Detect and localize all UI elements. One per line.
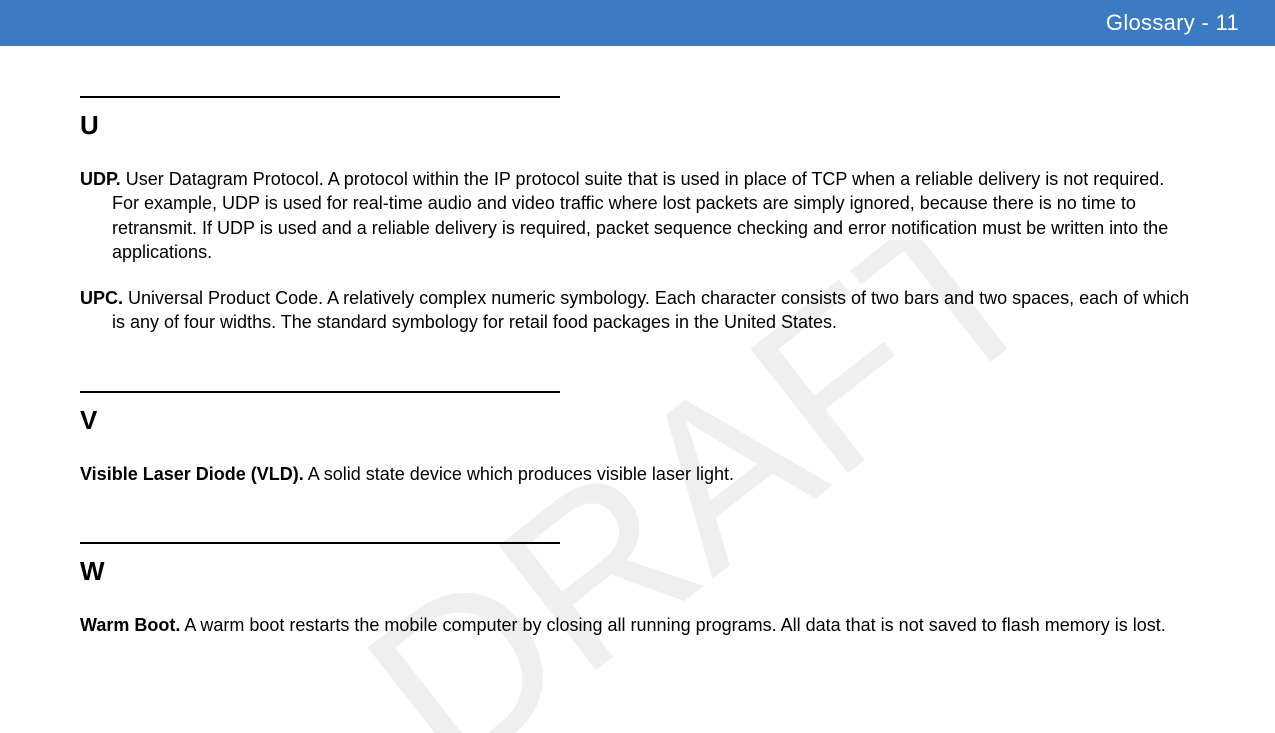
entry-definition: A solid state device which produces visi… xyxy=(308,464,734,484)
entry-term: Warm Boot. xyxy=(80,615,180,635)
section-letter: W xyxy=(80,556,1195,587)
entry-definition: Universal Product Code. A relatively com… xyxy=(112,288,1189,332)
glossary-content: U UDP. User Datagram Protocol. A protoco… xyxy=(0,46,1275,637)
glossary-entry: UDP. User Datagram Protocol. A protocol … xyxy=(80,167,1195,264)
section-letter: V xyxy=(80,405,1195,436)
section-u: U UDP. User Datagram Protocol. A protoco… xyxy=(80,96,1195,335)
glossary-entry: Visible Laser Diode (VLD). A solid state… xyxy=(80,462,1195,486)
entry-term: Visible Laser Diode (VLD). xyxy=(80,464,304,484)
entry-definition: User Datagram Protocol. A protocol withi… xyxy=(112,169,1168,262)
entry-term: UDP. xyxy=(80,169,121,189)
glossary-entry: UPC. Universal Product Code. A relativel… xyxy=(80,286,1195,335)
entry-term: UPC. xyxy=(80,288,123,308)
section-w: W Warm Boot. A warm boot restarts the mo… xyxy=(80,542,1195,637)
entry-definition: A warm boot restarts the mobile computer… xyxy=(184,615,1165,635)
glossary-entry: Warm Boot. A warm boot restarts the mobi… xyxy=(80,613,1195,637)
section-letter: U xyxy=(80,110,1195,141)
section-rule xyxy=(80,391,560,393)
section-rule xyxy=(80,96,560,98)
header-title: Glossary - 11 xyxy=(1106,10,1239,36)
section-rule xyxy=(80,542,560,544)
page-header: Glossary - 11 xyxy=(0,0,1275,46)
section-v: V Visible Laser Diode (VLD). A solid sta… xyxy=(80,391,1195,486)
